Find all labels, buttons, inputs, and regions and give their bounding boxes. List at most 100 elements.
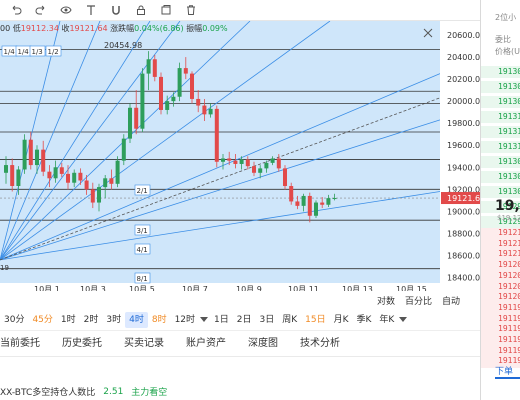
gann-label: 1/3 xyxy=(32,48,43,56)
interval-6[interactable]: 8时 xyxy=(151,314,167,325)
interval-14[interactable]: 季K xyxy=(356,314,372,325)
tab-4[interactable]: 深度图 xyxy=(248,337,278,349)
interval-15[interactable]: 年K xyxy=(379,314,395,325)
candlestick-chart-svg[interactable]: 1/4 1/4 1/3 1/22/13/14/18/120454.981920600.… xyxy=(0,20,485,294)
interval-selector: 30分 45分 1时 2时 3时 4时 8时 12时 1日 2日 3日 周K 15日 月K 季K 年K xyxy=(0,309,480,331)
x-axis-area xyxy=(0,283,480,291)
percent-scale-button[interactable]: 百分比 xyxy=(404,296,432,307)
ratio-value: 2.51 xyxy=(103,386,124,397)
log-scale-button[interactable]: 对数 xyxy=(376,296,395,307)
candle-body xyxy=(78,172,83,181)
auto-scale-button[interactable]: 自动 xyxy=(441,296,460,307)
y-tick-label: 20600.00 xyxy=(447,31,480,40)
y-tick-label: 19200.00 xyxy=(447,185,480,194)
interval-3[interactable]: 2时 xyxy=(83,314,99,325)
dropdown-caret-icon[interactable] xyxy=(399,317,408,322)
candle-body xyxy=(41,149,46,172)
bid-depth-bar xyxy=(481,66,520,78)
interval-12[interactable]: 15日 xyxy=(305,314,326,325)
candle-body xyxy=(332,198,337,200)
gann-label-box xyxy=(134,184,151,196)
last-price: 19,12 xyxy=(495,198,520,214)
gann-label-box xyxy=(29,45,46,57)
candle-body xyxy=(177,68,182,97)
ask-price: 19119 xyxy=(498,335,520,344)
tab-2[interactable]: 买卖记录 xyxy=(124,337,164,349)
dropdown-caret-icon[interactable] xyxy=(200,317,209,322)
bid-price: 19130 xyxy=(498,187,520,196)
ask-price: 19119 xyxy=(498,356,520,366)
lock-icon[interactable] xyxy=(135,4,147,16)
interval-1[interactable]: 45分 xyxy=(32,314,53,325)
y-tick-label: 20000.00 xyxy=(447,97,480,106)
candle-body xyxy=(301,195,306,206)
bid-price: 19130 xyxy=(498,67,520,76)
candle-body xyxy=(152,59,157,77)
candle-body xyxy=(103,178,108,188)
y-tick-label: 19400.00 xyxy=(447,163,480,172)
gann-fan-dashed-line xyxy=(0,97,441,261)
order-tabs: 当前委托 历史委托 买卖记录 账户资产 深度图 技术分析 xyxy=(0,331,480,357)
interval-10[interactable]: 3日 xyxy=(259,314,275,325)
candle-body xyxy=(264,162,269,169)
eye-icon[interactable] xyxy=(60,4,72,16)
x-tick-label: 10月 9 xyxy=(236,285,262,291)
order-book-panel: 2位小 委比 价格(U 19130 19130 19130 19131 19131 19131 1… xyxy=(480,0,520,400)
bid-depth-bar xyxy=(481,216,520,228)
bid-price: 19130 xyxy=(498,97,520,106)
candle-body xyxy=(22,139,27,170)
candle-body xyxy=(270,158,275,163)
ask-price: 19120 xyxy=(498,260,520,270)
interval-5[interactable]: 4时 xyxy=(125,311,148,328)
ask-price: 19119 xyxy=(498,324,520,334)
ask-depth-bar xyxy=(481,324,520,337)
price-chart[interactable]: 1/4 1/4 1/3 1/2 2/1 3/1 4/1 8/1 20454.98 19 20600.… xyxy=(0,20,485,294)
interval-8[interactable]: 1日 xyxy=(214,314,229,325)
bid-depth-bar xyxy=(481,111,520,123)
tab-3[interactable]: 账户资产 xyxy=(186,337,226,349)
y-tick-label: 19000.00 xyxy=(447,207,480,216)
ask-depth-bar xyxy=(481,228,520,240)
interval-4[interactable]: 3时 xyxy=(106,314,122,325)
candle-body xyxy=(72,172,77,183)
panel-title: 2位小 xyxy=(495,13,517,22)
interval-13[interactable]: 月K xyxy=(333,314,349,325)
ask-price: 19120 xyxy=(498,292,520,302)
interval-11[interactable]: 周K xyxy=(282,314,298,325)
interval-7[interactable]: 12时 xyxy=(174,314,196,325)
interval-2[interactable]: 1时 xyxy=(60,314,76,325)
gann-fan-line xyxy=(0,20,101,261)
candle-body xyxy=(326,198,331,205)
ohlc-close-value: 19121.64 xyxy=(69,24,108,33)
candle-body xyxy=(252,166,256,173)
text-icon[interactable] xyxy=(85,4,97,16)
layers-icon[interactable] xyxy=(160,4,172,16)
candle-body xyxy=(258,168,263,173)
undo-icon[interactable] xyxy=(10,4,22,16)
bid-depth-bar xyxy=(481,141,520,153)
x-tick-label: 10月 13 xyxy=(342,285,373,291)
magnet-icon[interactable] xyxy=(110,4,122,16)
price-tag: 19121.64 xyxy=(447,194,480,203)
y-tick-label: 20400.00 xyxy=(447,53,480,62)
candle-body xyxy=(140,73,145,129)
candle-body xyxy=(183,68,188,74)
tab-5[interactable]: 技术分析 xyxy=(300,337,340,349)
candle-body xyxy=(221,158,225,162)
candle-body xyxy=(10,165,15,187)
tab-1[interactable]: 历史委托 xyxy=(62,337,102,349)
ohlc-readout: 00 低19112.34 收19121.64 涨跌幅0.04%(6.86) 振幅… xyxy=(0,23,228,34)
interval-9[interactable]: 2日 xyxy=(236,314,252,325)
ask-price: 19121 xyxy=(498,228,520,237)
y-tick-label: 18800.00 xyxy=(447,229,480,238)
interval-0[interactable]: 30分 xyxy=(4,314,25,325)
low-annotation: 19 xyxy=(0,264,9,272)
candle-body xyxy=(233,160,238,164)
x-tick-label: 10月 7 xyxy=(182,285,208,291)
candle-body xyxy=(307,195,312,216)
trash-icon[interactable] xyxy=(185,4,197,16)
redo-icon[interactable] xyxy=(35,4,47,16)
ohlc-change-label: 涨跌幅 xyxy=(110,24,135,33)
tab-0[interactable]: 当前委托 xyxy=(0,337,40,349)
candle-body xyxy=(159,76,163,110)
